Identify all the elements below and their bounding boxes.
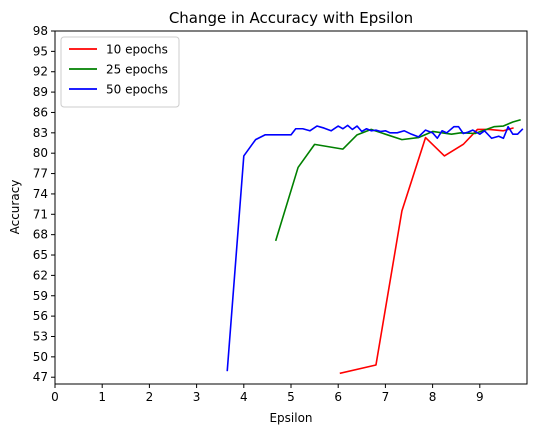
y-tick-label: 50 (33, 350, 48, 364)
y-tick-label: 98 (33, 24, 48, 38)
legend-label-2: 50 epochs (106, 83, 168, 97)
y-tick-label: 83 (33, 126, 48, 140)
y-tick-label: 62 (33, 268, 48, 282)
x-tick-label: 8 (429, 390, 437, 404)
chart-title: Change in Accuracy with Epsilon (169, 9, 413, 27)
legend-label-0: 10 epochs (106, 43, 168, 57)
y-tick-label: 65 (33, 248, 48, 262)
x-tick-label: 1 (98, 390, 106, 404)
y-tick-label: 56 (33, 309, 48, 323)
y-tick-label: 74 (33, 187, 48, 201)
x-tick-label: 7 (382, 390, 390, 404)
y-tick-label: 77 (33, 167, 48, 181)
y-tick-label: 53 (33, 329, 48, 343)
x-tick-label: 6 (334, 390, 342, 404)
y-tick-label: 86 (33, 105, 48, 119)
x-tick-label: 5 (287, 390, 295, 404)
y-tick-label: 89 (33, 85, 48, 99)
x-tick-label: 3 (193, 390, 201, 404)
legend-label-1: 25 epochs (106, 63, 168, 77)
series-line-1 (274, 118, 521, 242)
x-tick-label: 9 (476, 390, 484, 404)
y-tick-label: 59 (33, 289, 48, 303)
y-tick-label: 71 (33, 207, 48, 221)
y-tick-label: 80 (33, 146, 48, 160)
x-axis-label: Epsilon (269, 411, 312, 425)
series-line-2 (226, 124, 524, 372)
y-tick-label: 95 (33, 44, 48, 58)
x-tick-label: 4 (240, 390, 248, 404)
x-tick-label: 2 (146, 390, 154, 404)
y-tick-label: 92 (33, 65, 48, 79)
y-tick-label: 47 (33, 370, 48, 384)
y-tick-label: 68 (33, 228, 48, 242)
x-tick-label: 0 (51, 390, 59, 404)
legend: 10 epochs 25 epochs 50 epochs (60, 36, 180, 108)
series-line-0 (339, 127, 514, 375)
y-axis-label: Accuracy (8, 180, 22, 235)
